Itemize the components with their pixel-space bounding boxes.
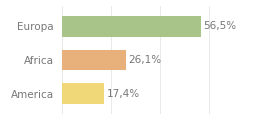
Bar <box>62 83 104 104</box>
Text: 17,4%: 17,4% <box>107 89 140 99</box>
Bar <box>62 50 126 70</box>
Text: 26,1%: 26,1% <box>128 55 162 65</box>
Text: 56,5%: 56,5% <box>203 21 236 31</box>
Bar <box>62 16 201 37</box>
